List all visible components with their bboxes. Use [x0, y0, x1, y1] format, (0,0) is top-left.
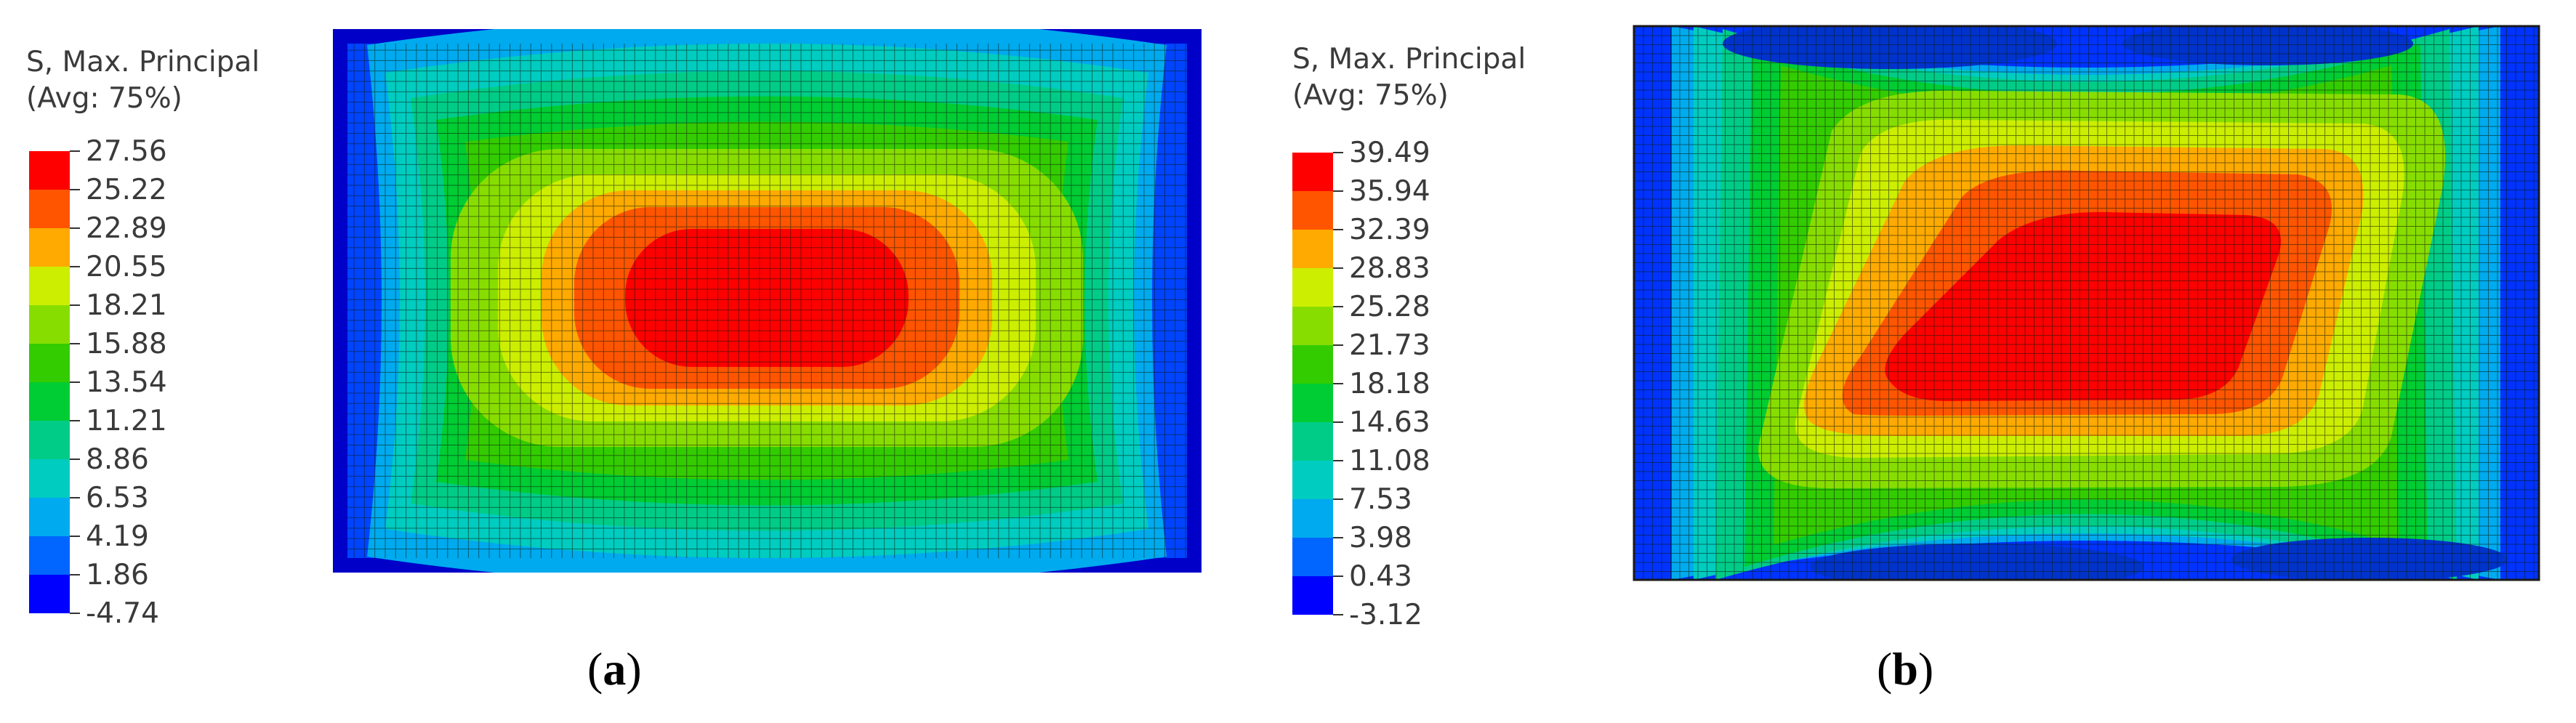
colorbar-swatch	[1292, 576, 1333, 615]
legend-a-title-line2: (Avg: 75%)	[26, 82, 182, 115]
legend-tick-label: -4.74	[86, 597, 159, 630]
legend-tick-label: 32.39	[1349, 214, 1430, 246]
legend-tick-label: 3.98	[1349, 522, 1412, 554]
colorbar-swatch	[29, 498, 70, 536]
contour-b-border	[1633, 25, 2540, 581]
legend-tick-label: 15.88	[86, 328, 167, 360]
colorbar-swatch	[29, 459, 70, 498]
colorbar-swatch	[29, 190, 70, 228]
legend-tick-label: 6.53	[86, 482, 149, 514]
legend-tick-label: 25.22	[86, 174, 167, 206]
contour-b-bands	[1634, 26, 2539, 580]
contour-plot-b	[1633, 25, 2540, 581]
contour-b-mesh	[1634, 26, 2539, 580]
panel-a-label: (a)	[587, 643, 642, 695]
legend-tick-label: 18.18	[1349, 368, 1430, 400]
contour-plot-a	[333, 29, 1202, 573]
legend-tick-label: 8.86	[86, 443, 149, 476]
legend-tick-label: 0.43	[1349, 560, 1412, 593]
legend-tick-label: 28.83	[1349, 252, 1430, 285]
panel-a: S, Max. Principal (Avg: 75%) 27.5625.222…	[26, 29, 1202, 695]
legend-tick-label: 20.55	[86, 251, 167, 283]
legend-tick-label: 27.56	[86, 135, 167, 168]
legend-tick-label: 22.89	[86, 212, 167, 245]
legend-a-colorbar	[29, 151, 70, 613]
panel-b: S, Max. Principal (Avg: 75%) 39.4935.943…	[1292, 25, 2540, 695]
legend-tick-label: 18.21	[86, 289, 167, 322]
colorbar-swatch	[29, 344, 70, 382]
colorbar-swatch	[29, 305, 70, 344]
colorbar-swatch	[1292, 230, 1333, 268]
colorbar-swatch	[29, 421, 70, 459]
legend-tick-label: 14.63	[1349, 406, 1430, 439]
legend-tick-label: 13.54	[86, 366, 167, 399]
legend-tick-label: 1.86	[86, 559, 149, 591]
colorbar-swatch	[1292, 384, 1333, 422]
legend-tick-label: 25.28	[1349, 291, 1430, 323]
colorbar-swatch	[1292, 307, 1333, 345]
colorbar-swatch	[1292, 191, 1333, 230]
legend-a-ticks: 27.56 25.22 22.89 20.55 18.21 15.88 13.54 11.21…	[70, 135, 167, 630]
colorbar-swatch	[1292, 268, 1333, 307]
legend-tick-label: 39.49	[1349, 137, 1430, 169]
colorbar-swatch	[1292, 345, 1333, 384]
legend-tick-label: -3.12	[1349, 599, 1422, 631]
colorbar-swatch	[1292, 422, 1333, 461]
legend-b-title-line1: S, Max. Principal	[1292, 43, 1526, 76]
legend-a: S, Max. Principal (Avg: 75%) 27.5625.222…	[26, 46, 259, 630]
legend-tick-label: 7.53	[1349, 483, 1412, 516]
colorbar-swatch	[29, 575, 70, 613]
contour-a-mesh	[347, 44, 1187, 558]
legend-b: S, Max. Principal (Avg: 75%) 39.4935.943…	[1292, 43, 1526, 631]
colorbar-swatch	[1292, 538, 1333, 576]
colorbar-swatch	[29, 267, 70, 305]
colorbar-swatch	[1292, 499, 1333, 538]
colorbar-swatch	[29, 536, 70, 575]
colorbar-swatch	[1292, 461, 1333, 499]
legend-tick-label: 21.73	[1349, 329, 1430, 362]
colorbar-swatch	[29, 382, 70, 421]
panel-b-label: (b)	[1877, 643, 1933, 695]
legend-tick-label: 11.08	[1349, 445, 1430, 477]
legend-b-title-line2: (Avg: 75%)	[1292, 79, 1449, 112]
legend-tick-label: 11.21	[86, 405, 167, 437]
legend-tick-label: 4.19	[86, 520, 149, 553]
legend-b-ticks: 39.49 35.94 32.39 28.83 25.28 21.73 18.18 14.63…	[1333, 137, 1430, 631]
colorbar-swatch	[29, 151, 70, 190]
legend-a-title-line1: S, Max. Principal	[26, 46, 259, 78]
colorbar-swatch	[29, 228, 70, 267]
colorbar-swatch	[1292, 153, 1333, 191]
contour-a-bands	[347, 29, 1187, 573]
legend-b-colorbar	[1292, 153, 1333, 615]
legend-tick-label: 35.94	[1349, 175, 1430, 208]
